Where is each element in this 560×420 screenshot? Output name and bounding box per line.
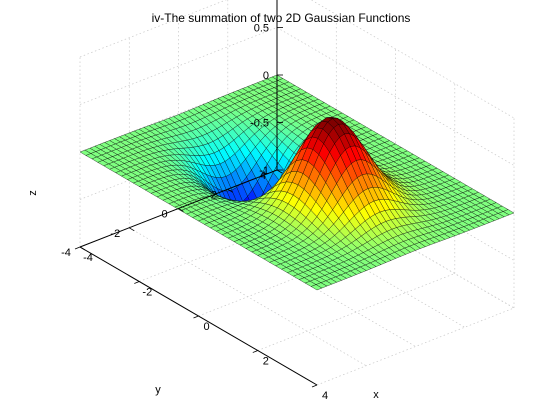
x-tick-label: 0	[203, 321, 209, 333]
x-tick	[74, 246, 81, 250]
x-tick	[193, 315, 199, 319]
y-axis-label: y	[155, 384, 161, 396]
x-tick-label: 2	[263, 356, 269, 368]
surface-mesh	[79, 74, 515, 291]
z-tick-label: -1	[259, 165, 269, 177]
z-tick-label: 0	[263, 70, 269, 82]
chart-title: iv-The summation of two 2D Gaussian Func…	[152, 11, 411, 25]
back-wall-grid-z	[310, 0, 515, 119]
floor-grid-x	[257, 273, 455, 351]
z-axis-label: z	[27, 190, 39, 196]
floor-grid-x	[316, 307, 515, 386]
x-axis-label: x	[373, 389, 379, 401]
y-tick	[129, 227, 135, 232]
z-tick-label: -0.5	[250, 118, 269, 130]
side-wall-grid-z	[79, 27, 278, 105]
x-tick-label: 4	[322, 390, 328, 402]
x-tick-label: -2	[142, 287, 152, 299]
y-tick-label: -4	[61, 247, 71, 259]
y-tick-label: 2	[211, 189, 217, 201]
y-tick	[178, 208, 184, 212]
z-tick-label: 0.5	[254, 23, 269, 35]
y-tick	[79, 246, 86, 251]
back-wall-grid-z	[276, 27, 515, 166]
surface-patch	[310, 284, 323, 291]
x-tick	[134, 281, 140, 284]
x-tick	[311, 384, 318, 388]
y-tick-label: 0	[161, 209, 167, 221]
y-tick-label: -2	[110, 228, 120, 240]
y-tick-label: 4	[260, 170, 266, 182]
floor-grid-y	[129, 227, 367, 367]
x-tick	[252, 350, 258, 353]
y-tick	[276, 169, 283, 174]
x-tick-label: -4	[83, 252, 93, 264]
y-tick	[227, 188, 234, 193]
